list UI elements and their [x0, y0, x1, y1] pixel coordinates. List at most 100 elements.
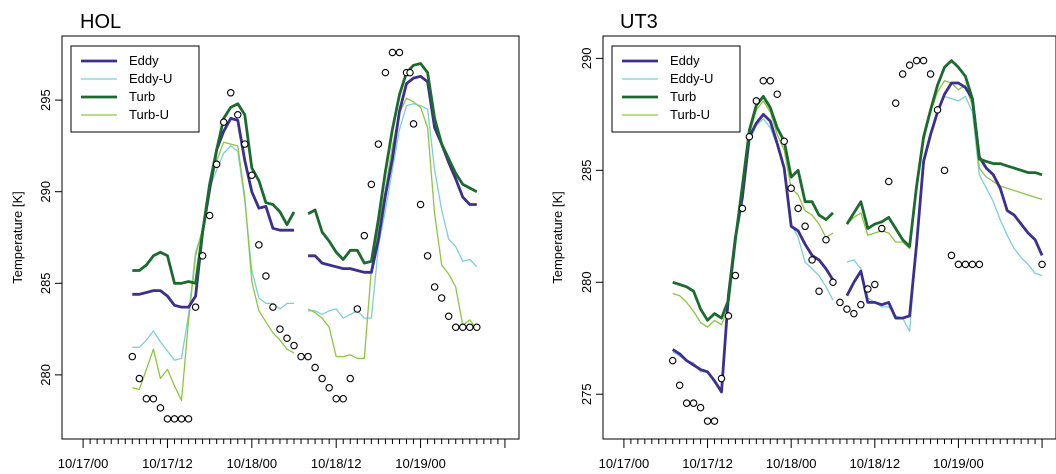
obs-point — [381, 68, 390, 77]
obs-point — [668, 356, 677, 365]
obs-point — [878, 224, 886, 233]
y-tick-label: 290 — [579, 48, 594, 70]
obs-point — [241, 140, 249, 148]
obs-point — [163, 415, 172, 423]
obs-point — [864, 285, 872, 293]
obs-point — [738, 204, 747, 213]
y-tick-label: 280 — [38, 364, 53, 386]
series-line-turb — [672, 95, 834, 322]
obs-point — [149, 394, 158, 403]
obs-point — [304, 352, 312, 361]
obs-point — [191, 303, 200, 311]
obs-point — [466, 323, 474, 332]
obs-point — [773, 90, 781, 98]
legend-label-eddy-u: Eddy-U — [670, 71, 713, 86]
obs-point — [248, 171, 256, 179]
obs-point — [437, 294, 446, 302]
obs-point — [135, 374, 144, 383]
obs-point — [1038, 260, 1046, 269]
obs-point — [857, 300, 865, 309]
obs-point — [843, 305, 851, 313]
series-line-eddy — [132, 117, 294, 309]
obs-point — [325, 383, 333, 392]
x-tick-label: 10/17/12 — [142, 456, 193, 471]
obs-point — [184, 415, 193, 423]
obs-point — [815, 287, 823, 295]
obs-point — [226, 89, 235, 97]
obs-point — [367, 180, 376, 189]
y-tick-label: 285 — [38, 272, 53, 294]
y-tick-label: 290 — [38, 181, 53, 203]
series-line-eddy — [308, 74, 477, 274]
obs-point — [473, 323, 481, 332]
obs-point — [276, 325, 284, 333]
x-tick-label: 10/17/00 — [599, 456, 650, 471]
obs-point — [459, 323, 467, 332]
obs-point — [409, 120, 418, 128]
obs-point — [745, 133, 754, 141]
data-layer — [128, 48, 481, 423]
obs-point — [975, 260, 984, 269]
x-tick-label: 10/18/00 — [227, 456, 278, 471]
obs-point — [255, 241, 263, 249]
series-line-eddy-u — [132, 145, 294, 361]
obs-point — [968, 260, 977, 269]
legend-label-turb: Turb — [129, 89, 155, 104]
obs-point — [703, 417, 712, 425]
obs-point — [871, 280, 879, 289]
obs-point — [205, 211, 214, 220]
chart-title: UT3 — [620, 11, 658, 33]
obs-point — [406, 68, 414, 77]
obs-point — [219, 118, 228, 126]
obs-point — [388, 48, 397, 57]
obs-point — [836, 298, 844, 307]
obs-point — [283, 334, 291, 342]
x-tick-label: 10/19/00 — [933, 456, 984, 471]
series-line-turb — [845, 59, 1043, 248]
x-tick-label: 10/18/12 — [849, 456, 900, 471]
series-line-turb — [307, 62, 478, 265]
obs-point — [808, 256, 816, 264]
obs-point — [759, 77, 768, 85]
series-line-turb — [132, 102, 296, 285]
obs-point — [787, 184, 795, 192]
legend-label-eddy: Eddy — [129, 53, 159, 68]
series-line-turb-u — [307, 97, 478, 360]
obs-point — [898, 70, 907, 78]
data-layer — [668, 56, 1046, 425]
obs-point — [689, 399, 698, 407]
series-line-turb-u — [846, 80, 1043, 250]
obs-point — [374, 140, 383, 148]
legend-label-eddy-u: Eddy-U — [129, 71, 172, 86]
obs-point — [339, 394, 347, 403]
obs-point — [156, 404, 165, 412]
obs-point — [954, 260, 963, 269]
obs-point — [170, 415, 179, 423]
obs-point — [794, 204, 802, 213]
x-tick-label: 10/18/12 — [311, 456, 362, 471]
obs-point — [430, 283, 439, 291]
legend-label-turb: Turb — [670, 89, 696, 104]
x-tick-label: 10/18/00 — [766, 456, 817, 471]
obs-point — [675, 381, 684, 390]
obs-point — [346, 374, 355, 383]
obs-point — [318, 374, 326, 383]
obs-point — [940, 166, 949, 175]
obs-point — [731, 271, 740, 280]
y-axis-label: Temperature [K] — [550, 191, 565, 284]
obs-point — [682, 399, 691, 407]
obs-point — [360, 231, 369, 240]
y-tick-label: 275 — [579, 383, 594, 405]
obs-point — [177, 415, 186, 423]
obs-point — [423, 252, 432, 260]
obs-point — [919, 56, 928, 65]
obs-point — [332, 394, 340, 403]
obs-point — [128, 352, 137, 361]
obs-point — [905, 61, 914, 69]
obs-point — [891, 99, 900, 107]
obs-point — [926, 70, 935, 78]
obs-point — [269, 303, 277, 311]
obs-point — [884, 177, 893, 186]
chart-title: HOL — [80, 11, 121, 33]
